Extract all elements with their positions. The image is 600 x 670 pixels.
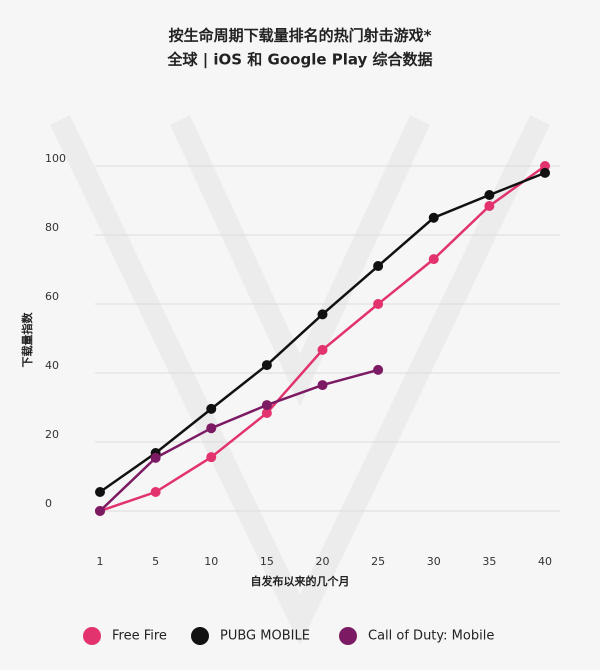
x-axis-label: 自发布以来的几个月 xyxy=(251,574,350,588)
data-point xyxy=(150,487,161,498)
x-tick-label: 1 xyxy=(97,555,104,568)
y-tick-label: 20 xyxy=(45,428,59,441)
legend-marker xyxy=(83,627,101,645)
data-point xyxy=(206,452,217,463)
x-tick-label: 25 xyxy=(371,555,385,568)
data-point xyxy=(206,403,217,414)
legend-marker xyxy=(339,627,357,645)
x-tick-label: 5 xyxy=(152,555,159,568)
x-tick-label: 20 xyxy=(316,555,330,568)
x-tick-label: 40 xyxy=(538,555,552,568)
data-point xyxy=(95,487,105,498)
y-tick-label: 40 xyxy=(45,359,59,372)
data-point xyxy=(206,423,217,434)
data-point xyxy=(373,261,384,272)
legend-label: PUBG MOBILE xyxy=(220,629,310,644)
data-point xyxy=(484,189,495,200)
data-point xyxy=(95,506,105,516)
data-point xyxy=(317,309,328,320)
legend-label: Call of Duty: Mobile xyxy=(368,629,494,644)
data-point xyxy=(317,380,328,391)
y-tick-label: 60 xyxy=(45,290,59,303)
data-point xyxy=(261,400,272,411)
x-tick-label: 35 xyxy=(482,555,496,568)
data-point xyxy=(428,254,439,265)
data-point xyxy=(484,201,495,212)
chart-title: 按生命周期下载量排名的热门射击游戏* xyxy=(169,27,432,45)
data-point xyxy=(317,344,328,355)
data-point xyxy=(540,167,550,178)
y-axis-label: 下载量指数 xyxy=(20,312,34,368)
y-tick-label: 100 xyxy=(45,152,66,165)
y-tick-label: 0 xyxy=(45,497,52,510)
x-tick-label: 30 xyxy=(427,555,441,568)
background-shapes xyxy=(50,115,550,646)
legend-marker xyxy=(191,627,209,645)
data-point xyxy=(428,212,439,223)
data-point xyxy=(150,452,161,463)
legend-label: Free Fire xyxy=(112,629,167,644)
data-point xyxy=(261,408,272,419)
data-point xyxy=(540,161,550,171)
data-point xyxy=(261,360,272,371)
y-tick-label: 80 xyxy=(45,221,59,234)
x-tick-label: 10 xyxy=(204,555,218,568)
data-point xyxy=(373,299,384,309)
series-line xyxy=(99,368,379,512)
chart-subtitle: 全球 | iOS 和 Google Play 综合数据 xyxy=(166,51,432,70)
x-tick-label: 15 xyxy=(260,555,274,568)
data-point xyxy=(373,364,384,375)
